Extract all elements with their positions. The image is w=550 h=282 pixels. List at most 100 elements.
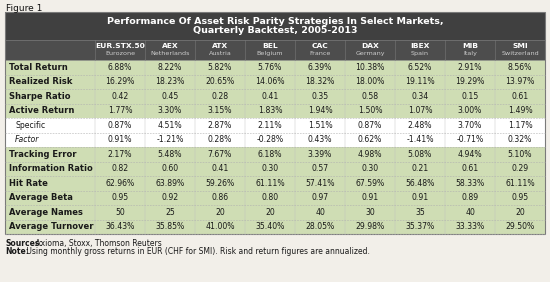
Text: BEL: BEL: [262, 43, 278, 50]
Text: Tracking Error: Tracking Error: [9, 150, 76, 159]
Text: 58.33%: 58.33%: [455, 179, 485, 188]
Text: 0.61: 0.61: [512, 92, 529, 101]
Text: Total Return: Total Return: [9, 63, 68, 72]
Text: 1.50%: 1.50%: [358, 106, 382, 115]
Text: Belgium: Belgium: [257, 51, 283, 56]
Text: Spain: Spain: [411, 51, 429, 56]
Text: 35.40%: 35.40%: [255, 222, 285, 231]
Text: 1.17%: 1.17%: [508, 121, 532, 130]
Bar: [5, 40, 545, 60]
Text: 6.18%: 6.18%: [258, 150, 282, 159]
Text: DAX: DAX: [361, 43, 379, 50]
Text: 1.77%: 1.77%: [108, 106, 132, 115]
Text: 3.15%: 3.15%: [208, 106, 232, 115]
Text: 0.91: 0.91: [361, 193, 378, 202]
Text: Sources:: Sources:: [5, 239, 42, 248]
Text: Figure 1: Figure 1: [6, 4, 42, 13]
Text: 14.06%: 14.06%: [255, 77, 285, 86]
Text: 63.89%: 63.89%: [155, 179, 185, 188]
Text: 61.11%: 61.11%: [505, 179, 535, 188]
Text: 20: 20: [265, 208, 275, 217]
Bar: [5, 191, 545, 205]
Text: 18.32%: 18.32%: [305, 77, 335, 86]
Text: Note:: Note:: [5, 247, 29, 256]
Text: -0.28%: -0.28%: [256, 135, 284, 144]
Text: 1.49%: 1.49%: [508, 106, 532, 115]
Text: 0.97: 0.97: [311, 193, 328, 202]
Text: Specific: Specific: [15, 121, 45, 130]
Text: 4.98%: 4.98%: [358, 150, 382, 159]
Text: MIB: MIB: [462, 43, 478, 50]
Text: Information Ratio: Information Ratio: [9, 164, 93, 173]
Text: Switzerland: Switzerland: [501, 51, 539, 56]
Text: 2.87%: 2.87%: [208, 121, 232, 130]
Text: 0.91: 0.91: [411, 193, 428, 202]
Text: 1.51%: 1.51%: [307, 121, 332, 130]
Bar: [5, 12, 545, 234]
Text: Netherlands: Netherlands: [150, 51, 190, 56]
Text: 29.98%: 29.98%: [355, 222, 384, 231]
Bar: [5, 89, 545, 103]
Text: Active Return: Active Return: [9, 106, 74, 115]
Text: 0.95: 0.95: [512, 193, 529, 202]
Text: 5.82%: 5.82%: [208, 63, 232, 72]
Text: 6.88%: 6.88%: [108, 63, 132, 72]
Bar: [5, 12, 545, 40]
Text: 0.28%: 0.28%: [208, 135, 232, 144]
Text: 0.41: 0.41: [261, 92, 279, 101]
Text: 35: 35: [415, 208, 425, 217]
Text: 4.94%: 4.94%: [458, 150, 482, 159]
Text: 36.43%: 36.43%: [105, 222, 135, 231]
Text: 20: 20: [215, 208, 225, 217]
Text: 5.48%: 5.48%: [158, 150, 182, 159]
Text: SMI: SMI: [512, 43, 528, 50]
Text: 8.56%: 8.56%: [508, 63, 532, 72]
Text: 41.00%: 41.00%: [205, 222, 235, 231]
Text: 6.52%: 6.52%: [408, 63, 432, 72]
Text: 0.29: 0.29: [512, 164, 529, 173]
Text: 16.29%: 16.29%: [105, 77, 135, 86]
Text: Using monthly gross returns in EUR (CHF for SMI). Risk and return figures are an: Using monthly gross returns in EUR (CHF …: [24, 247, 370, 256]
Text: 0.30: 0.30: [261, 164, 278, 173]
Bar: [5, 205, 545, 219]
Text: 0.82: 0.82: [112, 164, 129, 173]
Bar: [5, 133, 545, 147]
Text: 0.89: 0.89: [461, 193, 478, 202]
Text: Eurozone: Eurozone: [105, 51, 135, 56]
Text: France: France: [309, 51, 331, 56]
Text: Hit Rate: Hit Rate: [9, 179, 48, 188]
Text: 35.85%: 35.85%: [155, 222, 185, 231]
Text: 2.11%: 2.11%: [258, 121, 282, 130]
Text: 4.51%: 4.51%: [158, 121, 182, 130]
Text: 30: 30: [365, 208, 375, 217]
Text: 0.80: 0.80: [261, 193, 278, 202]
Text: Factor: Factor: [15, 135, 40, 144]
Text: 0.41: 0.41: [211, 164, 229, 173]
Text: Axioma, Stoxx, Thomson Reuters: Axioma, Stoxx, Thomson Reuters: [33, 239, 162, 248]
Text: 1.83%: 1.83%: [258, 106, 282, 115]
Text: 3.70%: 3.70%: [458, 121, 482, 130]
Text: 33.33%: 33.33%: [455, 222, 485, 231]
Text: 5.10%: 5.10%: [508, 150, 532, 159]
Text: 10.38%: 10.38%: [355, 63, 384, 72]
Bar: [5, 176, 545, 191]
Text: 18.00%: 18.00%: [355, 77, 384, 86]
Text: 0.86: 0.86: [211, 193, 229, 202]
Text: 20.65%: 20.65%: [205, 77, 235, 86]
Text: Average Names: Average Names: [9, 208, 83, 217]
Text: 0.34: 0.34: [411, 92, 428, 101]
Text: Performance Of Asset Risk Parity Strategies In Select Markets,: Performance Of Asset Risk Parity Strateg…: [107, 17, 443, 26]
Text: 0.32%: 0.32%: [508, 135, 532, 144]
Text: 0.60: 0.60: [162, 164, 179, 173]
Text: 0.43%: 0.43%: [308, 135, 332, 144]
Text: 0.35: 0.35: [311, 92, 328, 101]
Text: 25: 25: [165, 208, 175, 217]
Text: Germany: Germany: [355, 51, 385, 56]
Text: 5.08%: 5.08%: [408, 150, 432, 159]
Bar: [5, 60, 545, 74]
Text: Austria: Austria: [208, 51, 232, 56]
Bar: [5, 103, 545, 118]
Text: 62.96%: 62.96%: [106, 179, 135, 188]
Text: 40: 40: [315, 208, 325, 217]
Text: -1.41%: -1.41%: [406, 135, 434, 144]
